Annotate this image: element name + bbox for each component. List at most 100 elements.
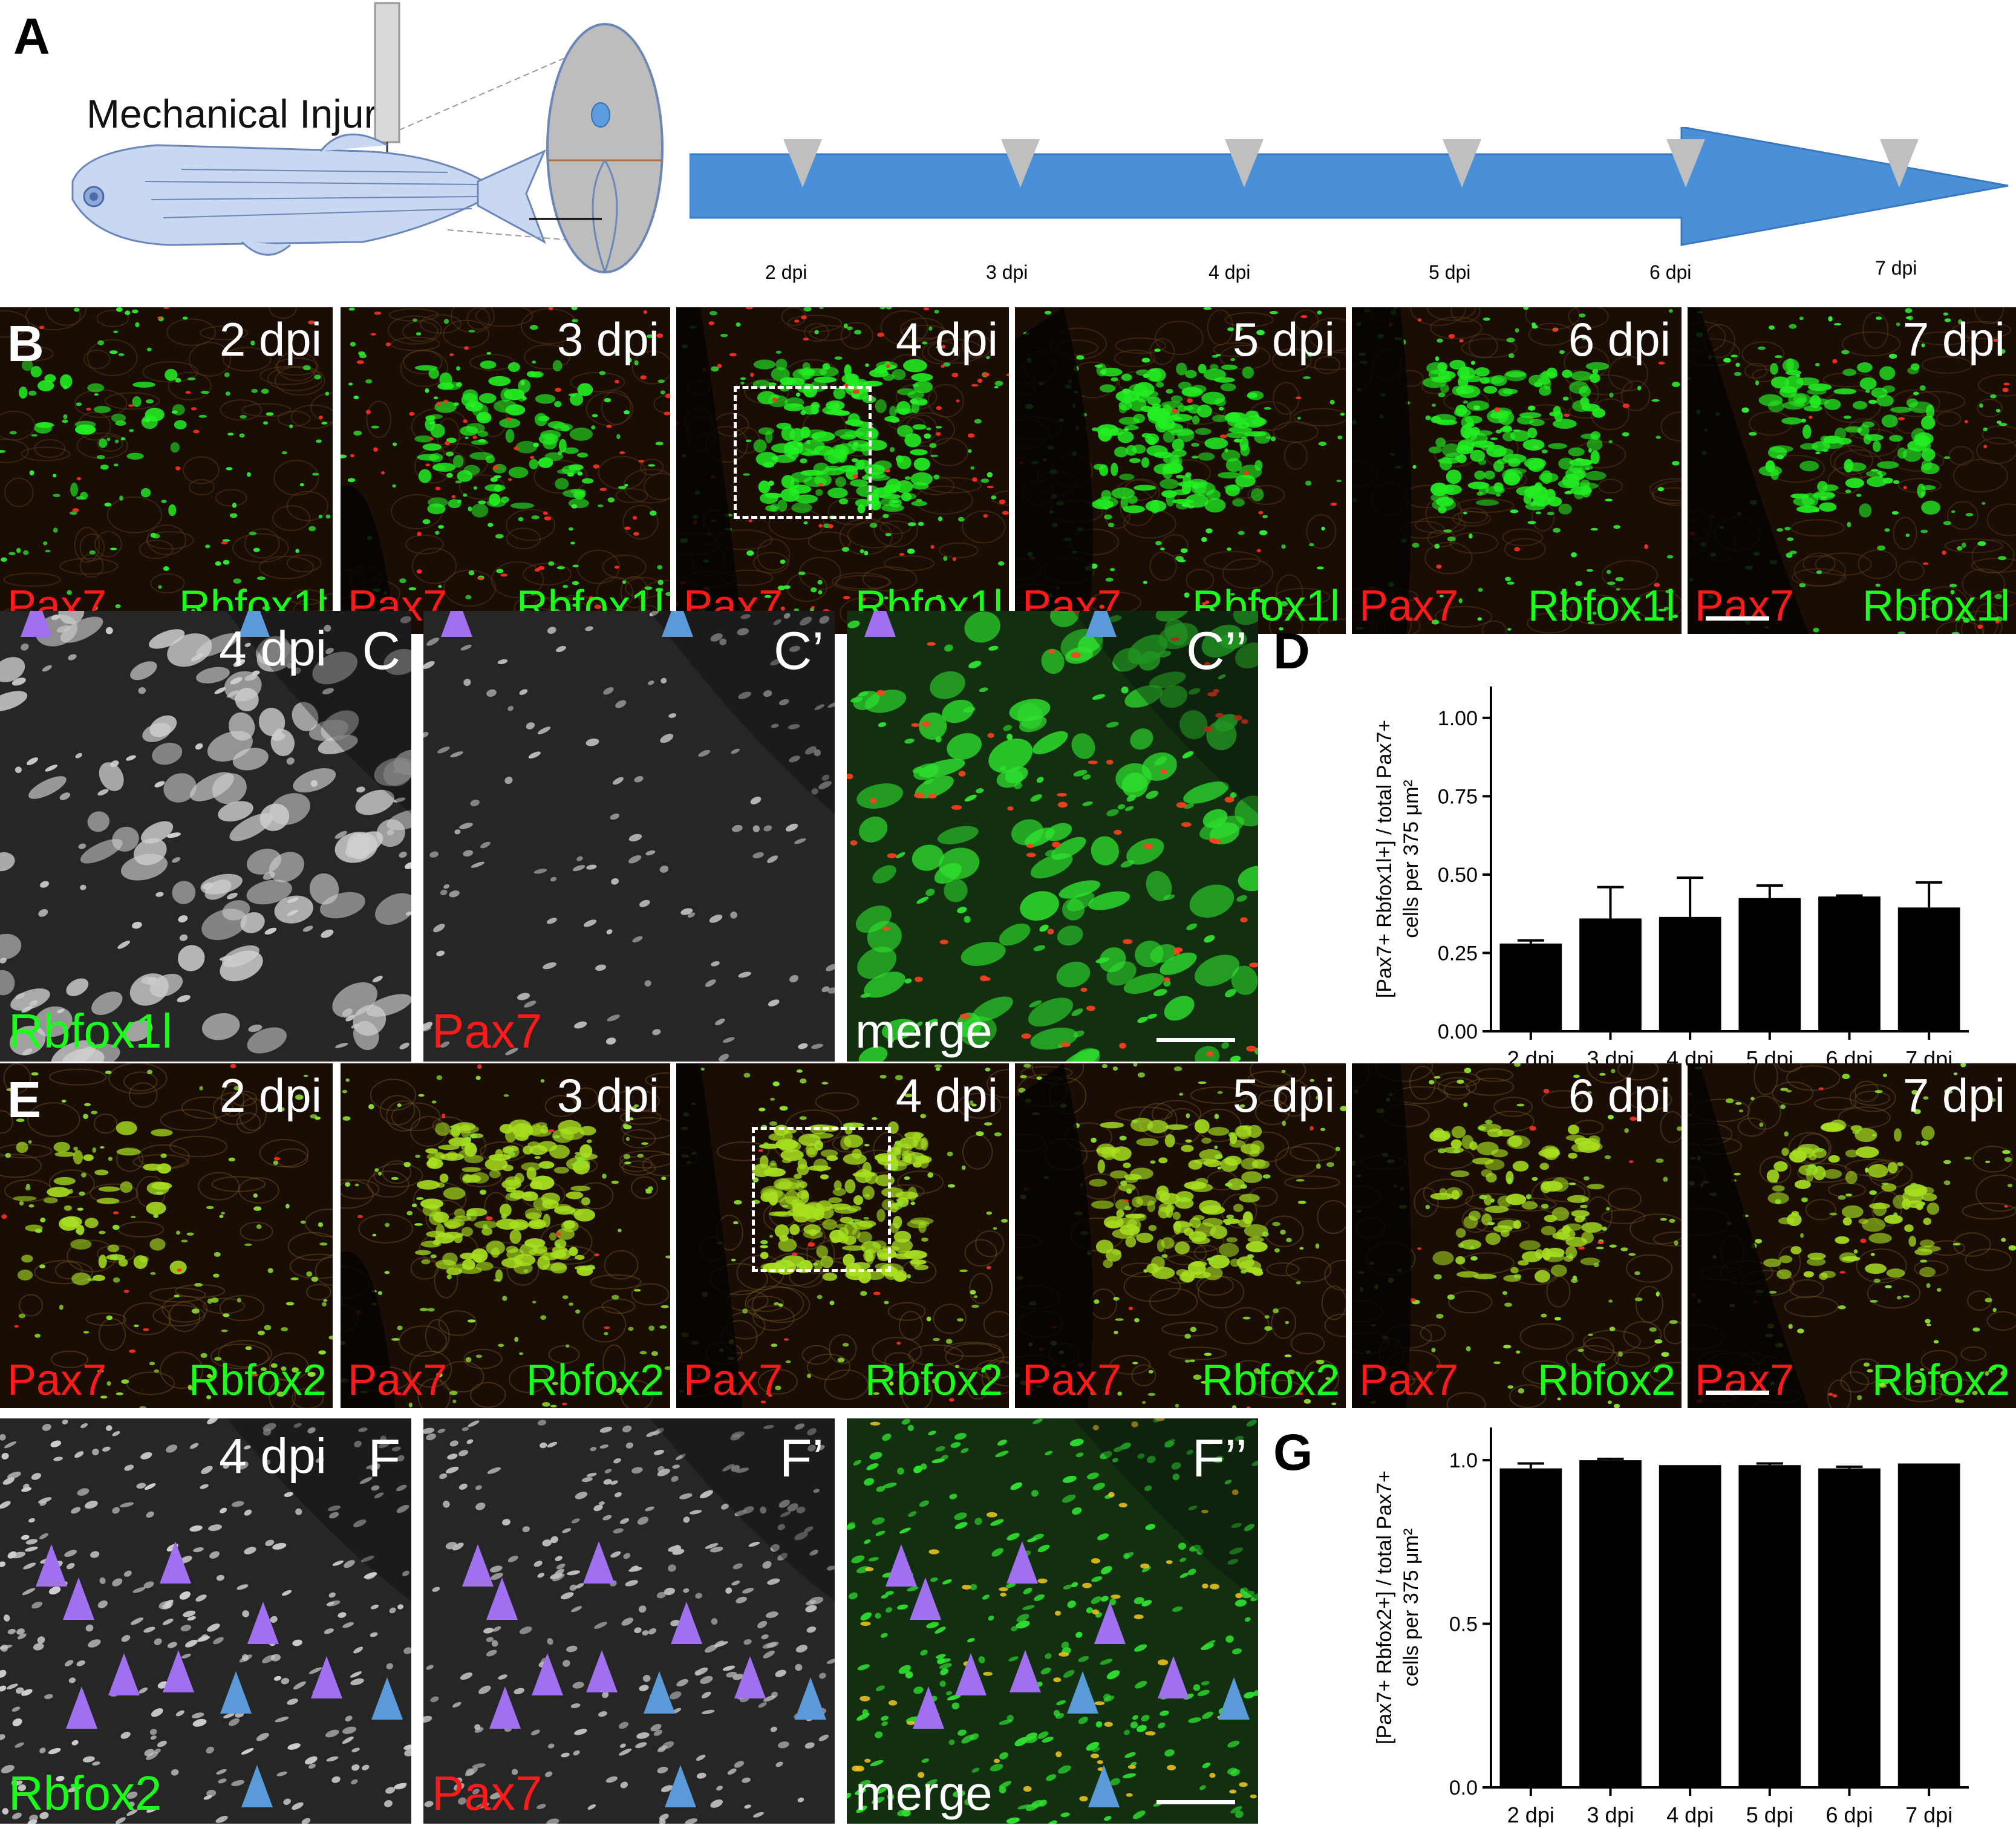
timepoint-label: 5 dpi [1429,261,1471,283]
zoom-texture [0,1418,411,1824]
arrowhead-icon [36,1544,67,1587]
micrograph-texture [0,1063,333,1408]
y-tick-label: 1.00 [1438,707,1478,730]
y-axis-title: [Pax7+ Rbfox1l+] / total Pax7+ cells per … [1373,720,1423,998]
arrowhead-icon [586,1650,618,1692]
arrowhead-icon [220,1671,252,1714]
y-tick-label: 0.50 [1438,864,1478,887]
y-axis-title: [Pax7+ Rbfox2+] / total Pax7+ cells per 3… [1373,1470,1423,1744]
channel-label: Pax7 [432,1004,543,1058]
micrograph-panel: 5 dpi Pax7 Rbfox1l [1015,307,1346,634]
micrograph-texture [676,1063,1009,1408]
timepoint-marker-icon [1880,139,1919,188]
x-tick-label: 4 dpi [1666,1802,1714,1827]
zoom-panel: F’’ merge [847,1418,1258,1824]
timepoint-marker-icon [1001,139,1040,188]
arrowhead-icon [1006,1541,1038,1584]
zoom-region-box [734,386,872,519]
bar [1659,916,1721,1031]
arrowhead-icon [486,1577,518,1620]
arrowhead-icon [1158,1656,1189,1698]
channel-label: merge [855,1004,993,1058]
needle-icon [374,2,400,143]
micrograph-panel: 4 dpi Pax7 Rbfox2 [676,1063,1009,1408]
arrowhead-icon [913,1686,944,1729]
timepoint-marker-icon [1443,139,1481,188]
zoom-texture [423,611,835,1062]
y-tick-label: 0.25 [1438,942,1478,965]
x-tick-label: 5 dpi [1746,1802,1793,1827]
day-label: 6 dpi [1568,1069,1671,1122]
zoom-panel: F’ Pax7 [423,1418,835,1824]
micrograph-texture [1015,1063,1346,1408]
x-tick-label: 6 dpi [1825,1802,1873,1827]
arrowhead-icon [441,611,472,637]
day-label: 2 dpi [219,313,322,366]
bar [1897,907,1960,1031]
arrowhead-icon [371,1677,403,1720]
arrowhead-icon [238,611,270,637]
arrowhead-icon [1067,1671,1098,1714]
timepoint-label: 2 dpi [765,261,807,283]
x-tick-label: 2 dpi [1507,1802,1554,1827]
panel-letter-a: A [13,8,50,65]
day-label: 4 dpi [219,621,327,676]
y-tick-label: 0.0 [1449,1776,1478,1799]
panel-sub-letter: C [362,621,400,680]
day-label: 2 dpi [219,1069,322,1122]
pax7-label: Pax7 [1695,1356,1795,1404]
arrowhead-icon [247,1602,279,1644]
marker-label: Rbfox2 [1201,1356,1340,1404]
zoom-panel: C’ Pax7 [423,611,835,1062]
micrograph-texture [1352,1063,1682,1408]
arrowhead-icon [910,1577,941,1620]
zoom-texture [847,1418,1258,1824]
bar [1499,943,1562,1031]
zoom-texture [423,1418,835,1824]
micrograph-panel: 3 dpi Pax7 Rbfox2 [341,1063,670,1408]
arrowhead-icon [1218,1677,1250,1720]
bar [1579,918,1642,1031]
mechanical-injury-label: Mechanical Injury [86,91,397,136]
day-label: 4 dpi [895,1069,998,1122]
arrowhead-icon [1085,611,1117,637]
micrograph-panel: 2 dpi Pax7 Rbfox1l [0,307,333,634]
bar [1738,1465,1801,1787]
day-label: 4 dpi [219,1429,327,1484]
zoom-texture [0,611,411,1062]
arrowhead-icon [955,1653,987,1695]
micrograph-texture [1352,307,1682,634]
bar [1499,1468,1562,1787]
panel-sub-letter: C’ [773,621,824,680]
marker-label: Rbfox1l [1527,582,1675,630]
marker-label: Rbfox2 [864,1356,1003,1404]
scale-bar [1706,1391,1769,1395]
arrowhead-icon [160,1541,191,1584]
pax7-label: Pax7 [1359,582,1459,630]
pax7-label: Pax7 [348,1356,448,1404]
micrograph-panel: 3 dpi Pax7 Rbfox1l [341,307,670,634]
micrograph-texture [0,307,333,634]
scale-bar [1156,1800,1235,1804]
timepoint-label: 7 dpi [1875,257,1917,279]
panel-letter: E [7,1071,42,1128]
timepoint-label: 3 dpi [986,261,1028,283]
channel-label: merge [855,1766,993,1820]
zoom-panel: F 4 dpi Rbfox2 [0,1418,411,1824]
channel-label: Rbfox1l [8,1004,173,1058]
arrowhead-icon [864,611,896,637]
arrowhead-icon [734,1656,766,1698]
y-tick-label: 0.00 [1438,1020,1478,1043]
arrowhead-icon [886,1544,917,1587]
day-label: 3 dpi [556,313,659,366]
micrograph-panel: 6 dpi Pax7 Rbfox2 [1352,1063,1682,1408]
day-label: 3 dpi [556,1069,659,1122]
arrowhead-icon [108,1653,140,1695]
micrograph-texture [341,307,670,634]
timepoint-markers [783,139,1919,188]
x-tick-label: 3 dpi [1587,1802,1634,1827]
timepoint-label: 4 dpi [1209,261,1251,283]
pax7-label: Pax7 [683,1356,783,1404]
micrograph-panel: 7 dpi Pax7 Rbfox1l [1688,307,2016,634]
zoom-region-box [752,1127,891,1272]
